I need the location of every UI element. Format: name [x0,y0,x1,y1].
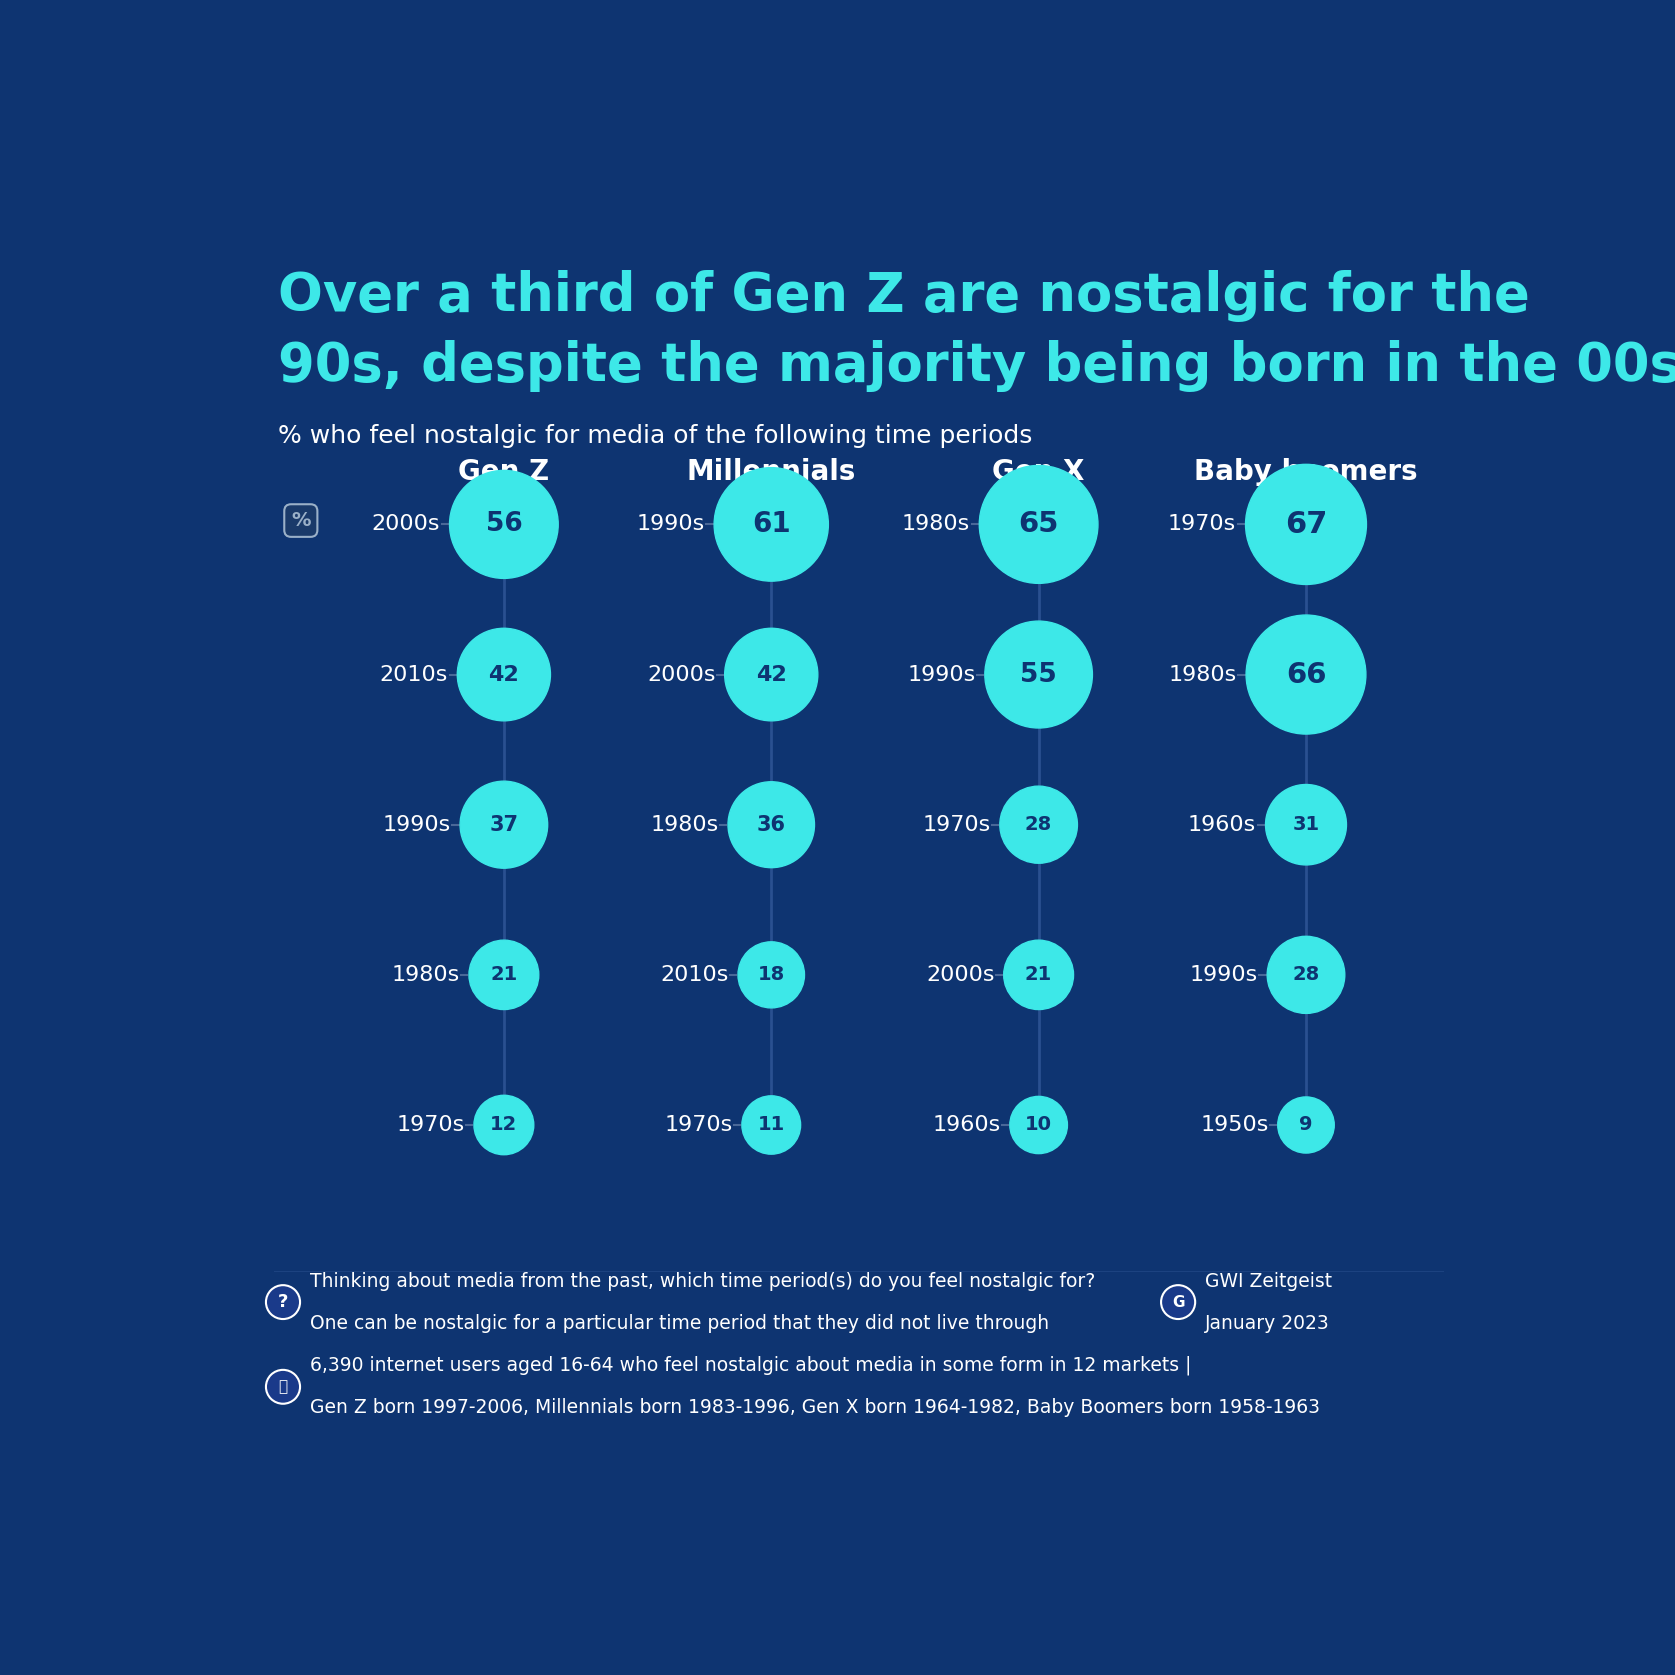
Text: 42: 42 [755,665,787,685]
Text: G: G [1172,1295,1184,1310]
Circle shape [1278,1097,1335,1152]
Text: 👥: 👥 [278,1379,288,1394]
Text: 2000s: 2000s [372,514,441,534]
Text: 1950s: 1950s [1199,1116,1268,1136]
Circle shape [1161,1285,1196,1318]
Text: 42: 42 [489,665,519,685]
Text: 18: 18 [757,965,786,985]
Circle shape [725,628,817,720]
Text: 90s, despite the majority being born in the 00s: 90s, despite the majority being born in … [278,340,1675,392]
Text: 1990s: 1990s [636,514,705,534]
Text: 21: 21 [1025,965,1052,985]
Text: ?: ? [278,1293,288,1312]
Text: 2010s: 2010s [380,665,447,685]
Circle shape [1246,464,1367,585]
Circle shape [266,1370,300,1404]
Text: 1960s: 1960s [933,1116,1000,1136]
Circle shape [742,1095,801,1154]
Text: Thinking about media from the past, which time period(s) do you feel nostalgic f: Thinking about media from the past, whic… [310,1271,1095,1290]
Text: %: % [291,511,310,529]
Circle shape [729,782,814,868]
Text: 67: 67 [1285,509,1327,539]
Text: 1980s: 1980s [1169,665,1236,685]
Text: 28: 28 [1025,816,1052,834]
Circle shape [739,941,804,1008]
Circle shape [714,467,829,581]
Text: 21: 21 [491,965,518,985]
Text: 1990s: 1990s [908,665,975,685]
Circle shape [469,940,539,1010]
Text: GWI Zeitgeist: GWI Zeitgeist [1206,1271,1332,1290]
Text: 31: 31 [1293,816,1320,834]
Text: 2000s: 2000s [926,965,995,985]
Text: Over a third of Gen Z are nostalgic for the: Over a third of Gen Z are nostalgic for … [278,270,1529,322]
Text: One can be nostalgic for a particular time period that they did not live through: One can be nostalgic for a particular ti… [310,1313,1049,1333]
Text: 2010s: 2010s [660,965,729,985]
Circle shape [461,781,548,868]
Text: 1960s: 1960s [1188,814,1256,834]
Circle shape [980,466,1099,583]
Text: Millennials: Millennials [687,457,856,486]
Text: 1990s: 1990s [382,814,451,834]
Text: 1990s: 1990s [1189,965,1258,985]
Circle shape [1268,936,1345,1013]
Text: 28: 28 [1293,965,1320,985]
Text: Gen X: Gen X [992,457,1085,486]
Text: 11: 11 [757,1116,786,1134]
Text: Baby boomers: Baby boomers [1194,457,1417,486]
Text: 1980s: 1980s [650,814,719,834]
Text: Gen Z: Gen Z [459,457,549,486]
Circle shape [1003,940,1074,1010]
Text: 12: 12 [491,1116,518,1134]
Circle shape [1246,615,1365,734]
Circle shape [985,621,1092,729]
Circle shape [266,1285,300,1318]
Text: 56: 56 [486,511,523,538]
Text: 9: 9 [1300,1116,1313,1134]
Circle shape [449,471,558,578]
Text: 61: 61 [752,511,791,538]
Text: 10: 10 [1025,1116,1052,1134]
Circle shape [457,628,551,720]
Text: 6,390 internet users aged 16-64 who feel nostalgic about media in some form in 1: 6,390 internet users aged 16-64 who feel… [310,1355,1191,1375]
Text: 1970s: 1970s [1167,514,1236,534]
Circle shape [1000,786,1077,863]
Text: % who feel nostalgic for media of the following time periods: % who feel nostalgic for media of the fo… [278,424,1032,449]
Text: 2000s: 2000s [647,665,715,685]
Text: 1980s: 1980s [901,514,970,534]
Circle shape [1010,1097,1067,1154]
Text: 1970s: 1970s [397,1116,464,1136]
Text: 36: 36 [757,814,786,834]
Text: 1970s: 1970s [665,1116,732,1136]
Text: 1970s: 1970s [923,814,990,834]
Text: 65: 65 [1018,511,1059,538]
Circle shape [1266,784,1347,864]
Circle shape [474,1095,534,1154]
Text: 55: 55 [1020,662,1057,687]
Text: 1980s: 1980s [392,965,459,985]
Text: Gen Z born 1997-2006, Millennials born 1983-1996, Gen X born 1964-1982, Baby Boo: Gen Z born 1997-2006, Millennials born 1… [310,1399,1320,1417]
Text: 66: 66 [1286,660,1327,688]
Text: January 2023: January 2023 [1206,1313,1330,1333]
Text: 37: 37 [489,814,518,834]
